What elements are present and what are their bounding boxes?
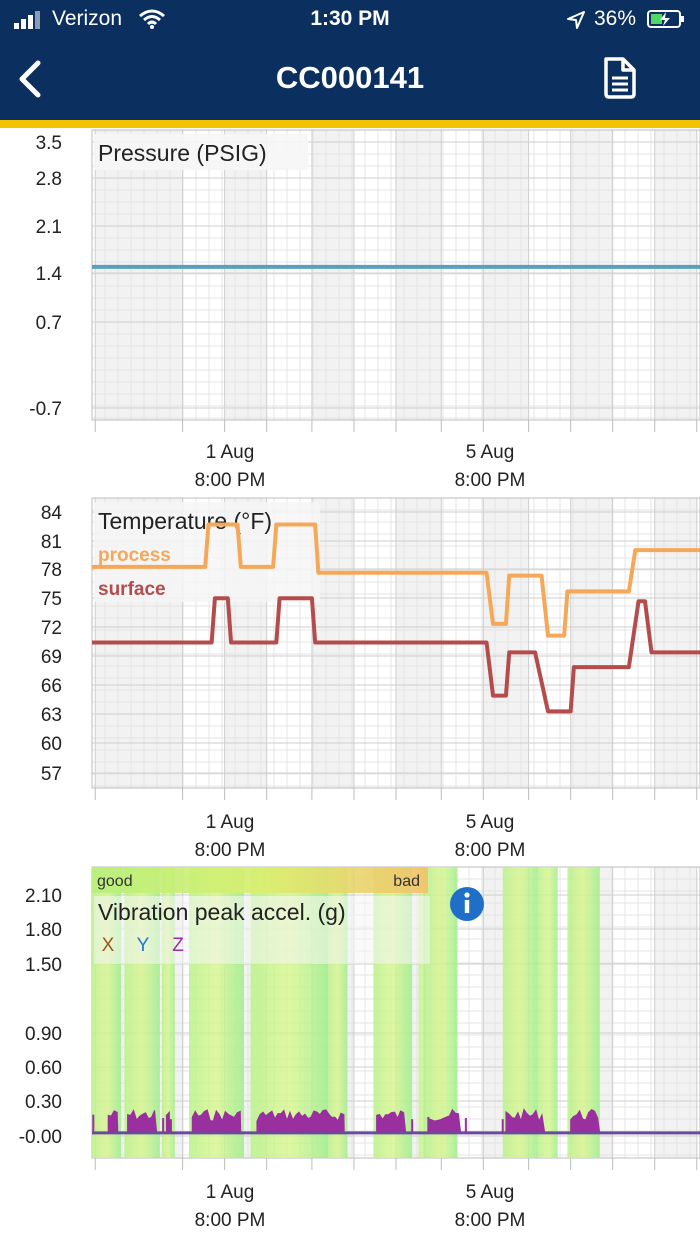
y-tick-label: 2.8 — [36, 169, 62, 190]
y-tick-label: 57 — [41, 764, 62, 785]
x-tick-date: 1 Aug — [206, 442, 255, 463]
y-tick-label: 2.10 — [25, 886, 62, 907]
legend-axis-z: Z — [172, 935, 184, 956]
accent-stripe — [0, 120, 700, 128]
y-tick-label: 72 — [41, 618, 62, 639]
y-tick-label: 66 — [41, 676, 62, 697]
title-backdrop — [94, 134, 308, 170]
y-tick-label: 1.80 — [25, 920, 62, 941]
grid-band — [311, 130, 354, 420]
status-bar: Verizon 1:30 PM 36% — [0, 0, 700, 38]
y-tick-label: 3.5 — [36, 133, 62, 154]
x-tick-date: 1 Aug — [206, 1182, 255, 1203]
legend-process: process — [98, 545, 171, 566]
x-tick-date: 5 Aug — [466, 1182, 515, 1203]
vibration-burst — [165, 1110, 171, 1134]
wifi-icon — [139, 9, 165, 29]
y-tick-label: 0.60 — [25, 1058, 62, 1079]
vibration-burst — [191, 1109, 242, 1134]
y-tick-label: 75 — [41, 589, 62, 610]
y-tick-label: 81 — [41, 532, 62, 553]
vibration-burst — [376, 1110, 407, 1134]
y-tick-label: 69 — [41, 647, 62, 668]
y-tick-label: -0.00 — [19, 1127, 62, 1148]
vibration-burst — [505, 1108, 546, 1134]
grid-band — [483, 130, 529, 420]
scale-good-label: good — [97, 873, 133, 890]
chart-title: Vibration peak accel. (g) — [98, 899, 346, 925]
vibration-burst — [127, 1109, 158, 1134]
grid-band — [95, 130, 183, 420]
grid-band — [396, 130, 442, 420]
nav-bar: CC000141 — [0, 38, 700, 120]
y-tick-label: 2.1 — [36, 217, 62, 238]
x-tick-date: 5 Aug — [466, 442, 515, 463]
x-tick-time: 8:00 PM — [195, 470, 266, 491]
activity-band — [538, 867, 558, 1158]
x-tick-time: 8:00 PM — [455, 470, 526, 491]
activity-band — [567, 867, 600, 1158]
clock-label: 1:30 PM — [310, 7, 390, 30]
title-backdrop — [94, 896, 430, 964]
y-tick-label: 1.4 — [36, 264, 63, 285]
grid-band — [570, 130, 613, 420]
series-line — [92, 522, 700, 638]
vibration-chart: good bad Vibration peak accel. (g) X Y Z 2.10 1… — [19, 866, 700, 1231]
grid-band — [224, 130, 267, 420]
carrier-label: Verizon — [52, 7, 123, 30]
vibration-burst — [427, 1108, 462, 1134]
chart-title: Pressure (PSIG) — [98, 140, 267, 166]
info-icon-stem — [464, 900, 470, 913]
y-tick-label: 78 — [41, 560, 62, 581]
x-tick-time: 8:00 PM — [455, 1210, 526, 1231]
x-tick-date: 1 Aug — [206, 812, 255, 833]
battery-charging-icon — [647, 10, 684, 28]
info-icon[interactable] — [450, 887, 484, 921]
y-tick-label: 63 — [41, 705, 62, 726]
vibration-burst — [570, 1109, 601, 1134]
series-line — [92, 596, 700, 714]
pressure-chart: Pressure (PSIG) 3.5 2.8 2.1 1.4 0.7 -0.7 1 Aug 8… — [29, 129, 700, 491]
scale-bad-label: bad — [393, 873, 420, 890]
y-tick-label: 0.30 — [25, 1092, 62, 1113]
battery-percent: 36% — [594, 7, 637, 30]
info-icon-dot — [464, 892, 470, 898]
signal-icon — [14, 11, 40, 29]
x-tick-time: 8:00 PM — [455, 840, 526, 861]
y-tick-label: 84 — [41, 503, 63, 524]
x-tick-time: 8:00 PM — [195, 1210, 266, 1231]
location-arrow-icon — [567, 11, 585, 29]
temperature-chart: Temperature (°F) process surface 84 81 78 75 72… — [41, 497, 700, 861]
page-title: CC000141 — [275, 60, 425, 95]
y-tick-label: 0.90 — [25, 1024, 62, 1045]
good-bad-scale — [92, 867, 428, 893]
legend-surface: surface — [98, 579, 166, 600]
x-tick-date: 5 Aug — [466, 812, 515, 833]
chart-title: Temperature (°F) — [98, 508, 272, 534]
y-tick-label: 1.50 — [25, 955, 62, 976]
y-tick-label: 60 — [41, 734, 62, 755]
legend-axis-y: Y — [137, 935, 150, 956]
document-icon[interactable] — [601, 56, 639, 100]
activity-band — [418, 867, 426, 1158]
vibration-burst — [256, 1109, 345, 1134]
activity-band — [502, 867, 539, 1158]
legend-axis-x: X — [102, 935, 115, 956]
y-tick-label: 0.7 — [36, 313, 62, 334]
x-tick-time: 8:00 PM — [195, 840, 266, 861]
y-tick-label: -0.7 — [29, 399, 62, 420]
back-chevron-icon[interactable] — [14, 60, 44, 98]
